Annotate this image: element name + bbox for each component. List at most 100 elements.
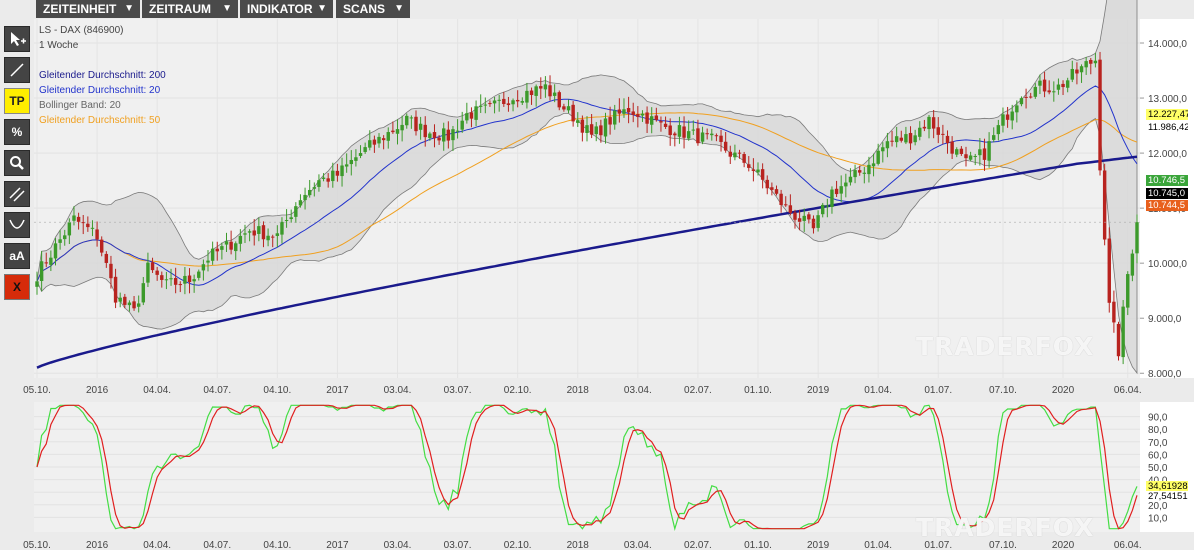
x-tick-label-oscillator: 2019: [807, 540, 830, 550]
candle-body: [469, 112, 474, 119]
candle-body: [400, 124, 404, 131]
zoom-tool[interactable]: [4, 150, 30, 176]
candle-body: [959, 148, 964, 154]
candle-body: [626, 108, 631, 113]
x-tick-label: 01.04.: [864, 385, 892, 396]
candle-body: [566, 106, 571, 111]
candle-body: [1047, 90, 1051, 93]
candle-body: [1130, 253, 1135, 276]
candle-body: [696, 128, 700, 144]
candle-body: [109, 263, 113, 279]
candle-body: [876, 150, 880, 164]
candle-body: [63, 235, 67, 240]
menu-bar: ZEITEINHEIT ▼ ZEITRAUM ▼ INDIKATOR ▼ SCANS ▼: [0, 0, 1194, 19]
candle-body: [686, 131, 691, 139]
oscillator-y-tick-label: 20,0: [1148, 501, 1168, 512]
candle-body: [645, 112, 649, 124]
candle-body: [543, 84, 548, 90]
candle-body: [968, 155, 973, 160]
candle-body: [770, 187, 774, 190]
candle-body: [49, 257, 53, 265]
candle-body: [950, 141, 954, 154]
candle-body: [871, 163, 876, 167]
candle-body: [931, 117, 936, 129]
candle-body: [511, 100, 515, 105]
candle-body: [368, 140, 372, 148]
x-tick-label: 05.10.: [23, 385, 51, 396]
candle-body: [405, 115, 409, 126]
x-tick-label: 02.10.: [504, 385, 532, 396]
x-tick-label-oscillator: 2017: [326, 540, 349, 550]
candle-body: [465, 113, 469, 121]
candle-body: [234, 243, 238, 252]
legend-item: Gleitender Durchschnitt: 20: [39, 85, 161, 96]
timeframe-label: 1 Woche: [39, 40, 79, 51]
candle-body: [904, 134, 908, 143]
x-tick-label: 03.04.: [384, 385, 412, 396]
candle-body: [146, 262, 150, 283]
magnifier-icon: [8, 154, 26, 172]
candle-body: [945, 135, 950, 144]
candle-body: [881, 147, 885, 152]
candle-body: [737, 152, 742, 154]
x-tick-label-oscillator: 2016: [86, 540, 109, 550]
menu-label: ZEITRAUM: [149, 2, 211, 16]
candle-body: [1098, 59, 1102, 171]
candle-body: [67, 222, 72, 236]
candle-body: [1112, 301, 1116, 323]
tp-tool[interactable]: TP: [4, 88, 30, 114]
candle-body: [271, 236, 275, 238]
candle-body: [331, 170, 335, 182]
candle-body: [354, 157, 358, 161]
price-tag: 10.745,0: [1146, 188, 1188, 199]
percent-tool[interactable]: %: [4, 119, 30, 145]
price-tag: 10.744,5: [1146, 200, 1188, 211]
candle-body: [280, 221, 284, 235]
candle-body: [710, 133, 714, 136]
delete-tool[interactable]: X: [4, 274, 30, 300]
candle-body: [183, 275, 187, 284]
x-tick-label: 04.04.: [143, 385, 171, 396]
x-tick-label: 04.07.: [203, 385, 231, 396]
arc-tool[interactable]: [4, 212, 30, 238]
x-tick-label: 2017: [326, 385, 349, 396]
candle-body: [326, 178, 330, 182]
oscillator-y-tick-label: 80,0: [1148, 425, 1168, 436]
candle-body: [132, 301, 136, 309]
candle-body: [580, 119, 585, 133]
candle-body: [552, 92, 557, 96]
menu-zeitraum[interactable]: ZEITRAUM ▼: [142, 0, 238, 18]
candle-body: [1005, 114, 1010, 120]
candle-body: [760, 169, 765, 180]
x-tick-label: 06.04.: [1114, 385, 1142, 396]
candle-body: [187, 275, 192, 283]
candle-body: [1102, 170, 1107, 240]
x-tick-label: 2019: [807, 385, 830, 396]
candle-body: [335, 170, 340, 176]
menu-label: SCANS: [343, 2, 386, 16]
y-tick-label: 10.000,0: [1148, 259, 1187, 270]
price-tag: 12.227,47: [1146, 109, 1188, 120]
x-tick-label-oscillator: 02.07.: [684, 540, 712, 550]
y-tick-label: 9.000,0: [1148, 314, 1182, 325]
candle-body: [640, 113, 645, 116]
menu-zeiteinheit[interactable]: ZEITEINHEIT ▼: [36, 0, 140, 18]
candle-body: [247, 231, 252, 233]
candle-body: [340, 165, 344, 177]
crosshair-tool[interactable]: [4, 26, 30, 52]
candle-body: [81, 222, 85, 224]
candle-body: [797, 218, 802, 222]
candle-body: [460, 120, 464, 130]
menu-indikator[interactable]: INDIKATOR ▼: [240, 0, 333, 18]
menu-scans[interactable]: SCANS ▼: [336, 0, 410, 18]
candle-body: [987, 141, 991, 161]
text-tool[interactable]: aA: [4, 243, 30, 269]
candle-body: [894, 136, 899, 143]
candle-body: [136, 303, 141, 307]
channel-tool[interactable]: [4, 181, 30, 207]
line-tool[interactable]: [4, 57, 30, 83]
candle-body: [714, 135, 719, 137]
oscillator-y-tick-label: 70,0: [1148, 438, 1168, 449]
x-tick-label-oscillator: 04.07.: [203, 540, 231, 550]
